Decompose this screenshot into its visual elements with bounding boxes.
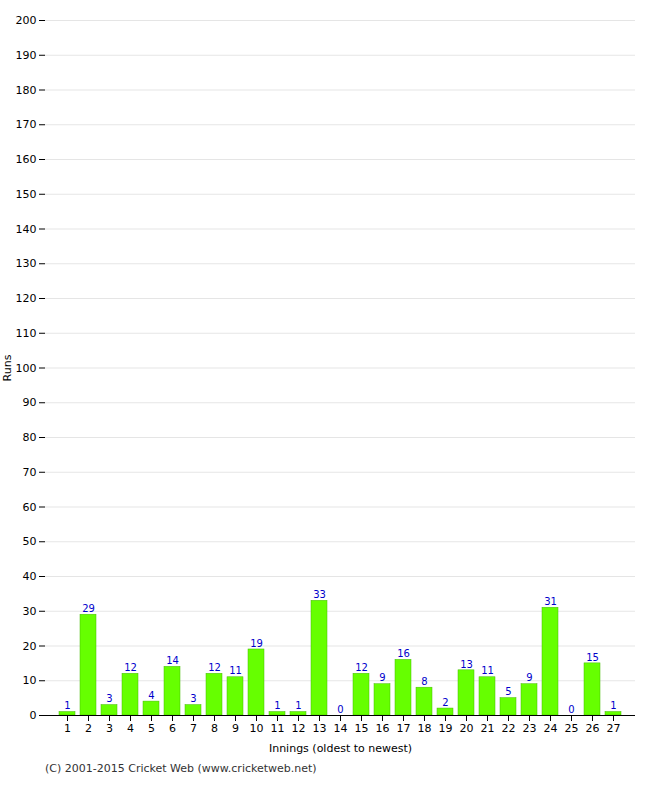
svg-text:10: 10	[23, 674, 37, 687]
svg-text:21: 21	[481, 722, 495, 735]
svg-text:10: 10	[250, 722, 264, 735]
svg-text:16: 16	[376, 722, 390, 735]
svg-text:26: 26	[586, 722, 600, 735]
svg-text:2: 2	[442, 697, 448, 708]
svg-text:18: 18	[418, 722, 432, 735]
svg-text:0: 0	[30, 709, 37, 722]
svg-text:60: 60	[23, 501, 37, 514]
svg-text:15: 15	[355, 722, 369, 735]
svg-text:3: 3	[106, 722, 113, 735]
svg-text:12: 12	[355, 662, 368, 673]
svg-text:24: 24	[544, 722, 558, 735]
svg-text:11: 11	[229, 665, 242, 676]
svg-text:12: 12	[124, 662, 137, 673]
svg-text:0: 0	[568, 704, 574, 715]
svg-text:200: 200	[16, 14, 37, 27]
svg-text:80: 80	[23, 431, 37, 444]
svg-text:14: 14	[166, 655, 179, 666]
svg-text:12: 12	[208, 662, 221, 673]
svg-text:90: 90	[23, 396, 37, 409]
svg-text:160: 160	[16, 153, 37, 166]
svg-text:Runs: Runs	[1, 354, 14, 381]
svg-text:11: 11	[271, 722, 285, 735]
svg-text:1: 1	[295, 700, 301, 711]
svg-text:0: 0	[337, 704, 343, 715]
svg-text:70: 70	[23, 466, 37, 479]
svg-text:100: 100	[16, 362, 37, 375]
svg-text:31: 31	[544, 596, 557, 607]
svg-text:22: 22	[502, 722, 516, 735]
svg-text:7: 7	[190, 722, 197, 735]
svg-text:3: 3	[106, 693, 112, 704]
svg-text:6: 6	[169, 722, 176, 735]
svg-text:20: 20	[23, 640, 37, 653]
svg-text:190: 190	[16, 49, 37, 62]
svg-text:130: 130	[16, 257, 37, 270]
svg-text:1: 1	[274, 700, 280, 711]
svg-text:33: 33	[313, 589, 326, 600]
svg-text:9: 9	[379, 672, 385, 683]
svg-text:50: 50	[23, 535, 37, 548]
svg-text:2: 2	[85, 722, 92, 735]
svg-text:5: 5	[505, 686, 511, 697]
svg-text:16: 16	[397, 648, 410, 659]
svg-text:9: 9	[232, 722, 239, 735]
svg-text:12: 12	[292, 722, 306, 735]
svg-text:120: 120	[16, 292, 37, 305]
svg-text:40: 40	[23, 570, 37, 583]
svg-text:5: 5	[148, 722, 155, 735]
svg-text:14: 14	[334, 722, 348, 735]
svg-text:Innings (oldest to newest): Innings (oldest to newest)	[269, 742, 412, 755]
svg-text:27: 27	[607, 722, 621, 735]
svg-text:8: 8	[421, 676, 427, 687]
svg-text:11: 11	[481, 665, 494, 676]
svg-text:15: 15	[586, 652, 599, 663]
svg-text:110: 110	[16, 327, 37, 340]
svg-text:9: 9	[526, 672, 532, 683]
svg-text:4: 4	[127, 722, 134, 735]
svg-text:19: 19	[250, 638, 263, 649]
svg-text:1: 1	[64, 722, 71, 735]
svg-text:29: 29	[82, 603, 95, 614]
svg-text:30: 30	[23, 605, 37, 618]
svg-text:13: 13	[313, 722, 327, 735]
svg-text:20: 20	[460, 722, 474, 735]
svg-text:180: 180	[16, 84, 37, 97]
svg-text:4: 4	[148, 690, 154, 701]
html-text:(C) 2001-2015 Cricket Web (www: (C) 2001-2015 Cricket Web (www.cricketwe…	[45, 762, 317, 775]
svg-text:17: 17	[397, 722, 411, 735]
svg-text:1: 1	[610, 700, 616, 711]
svg-text:23: 23	[523, 722, 537, 735]
svg-text:8: 8	[211, 722, 218, 735]
svg-text:3: 3	[190, 693, 196, 704]
svg-text:140: 140	[16, 223, 37, 236]
svg-text:150: 150	[16, 188, 37, 201]
svg-text:25: 25	[565, 722, 579, 735]
svg-text:170: 170	[16, 118, 37, 131]
svg-text:1: 1	[64, 700, 70, 711]
svg-text:13: 13	[460, 659, 473, 670]
svg-text:19: 19	[439, 722, 453, 735]
